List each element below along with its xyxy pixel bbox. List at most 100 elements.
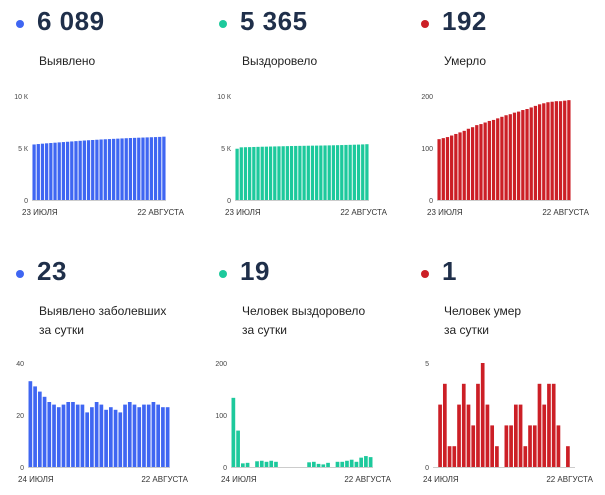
y-tick-label: 5: [425, 361, 429, 368]
bar: [457, 404, 461, 467]
bar: [315, 145, 319, 200]
dot-icon: [16, 20, 24, 28]
bar: [94, 402, 99, 467]
chart-confirmed-cumulative: 0 5 К 10 К 23 ИЮЛЯ 22 АВГУСТА: [14, 94, 184, 217]
bar: [542, 103, 546, 200]
bar: [532, 425, 537, 467]
y-tick-label: 10 К: [14, 94, 29, 101]
bar: [289, 146, 294, 200]
bar: [120, 138, 124, 200]
bar: [161, 407, 165, 467]
y-tick-label: 5 К: [18, 146, 29, 153]
bar: [86, 140, 91, 200]
recovered-total: 5 365: [240, 6, 308, 36]
x-end-label: 22 АВГУСТА: [141, 475, 188, 484]
bar: [70, 141, 74, 200]
bar: [546, 102, 550, 200]
bar: [75, 404, 80, 467]
bar: [47, 402, 52, 467]
x-start-label: 23 ИЮЛЯ: [22, 208, 58, 217]
bar: [243, 147, 248, 200]
bar: [146, 404, 151, 467]
confirmed-total: 6 089: [37, 6, 105, 36]
bar: [277, 146, 281, 200]
x-end-label: 22 АВГУСТА: [344, 475, 391, 484]
bar: [316, 463, 321, 467]
bar: [537, 383, 542, 467]
panel-label: Выявлено заболевших за сутки: [39, 302, 166, 340]
bar: [551, 383, 556, 467]
bar: [137, 137, 141, 200]
y-tick-label: 10 К: [217, 94, 232, 101]
bar: [490, 425, 495, 467]
bar: [361, 144, 365, 200]
y-tick-label: 0: [425, 465, 429, 472]
bar: [483, 122, 487, 200]
bar: [352, 144, 356, 200]
y-tick-label: 0: [20, 465, 24, 472]
bar: [348, 144, 352, 200]
dot-icon: [219, 20, 227, 28]
bar: [496, 118, 500, 200]
label-line-1: Выявлено заболевших: [39, 304, 167, 318]
bar: [356, 144, 361, 200]
bar: [137, 407, 142, 467]
bar: [107, 139, 112, 200]
bar: [95, 139, 99, 200]
bar: [127, 402, 132, 467]
panel-confirmed-daily: 23 Выявлено заболевших за сутки 0 20 40 24 …: [0, 250, 200, 495]
y-tick-label: 200: [421, 94, 433, 101]
bar: [462, 130, 466, 200]
bar: [123, 404, 127, 467]
deaths-total: 192: [442, 6, 487, 36]
recovered-daily-value: 19: [240, 256, 270, 286]
bar: [542, 404, 547, 467]
y-tick-label: 40: [16, 361, 24, 368]
bar: [340, 145, 344, 200]
bar: [85, 412, 90, 467]
bar: [78, 140, 82, 200]
bar: [49, 143, 53, 200]
bar: [485, 404, 490, 467]
bar: [65, 141, 70, 200]
bar: [512, 112, 517, 200]
y-tick-label: 0: [223, 465, 227, 472]
bar: [547, 383, 551, 467]
x-end-label: 22 АВГУСТА: [546, 475, 593, 484]
bar: [28, 381, 33, 467]
y-tick-label: 200: [215, 361, 227, 368]
bar: [124, 138, 128, 200]
bar: [294, 145, 298, 200]
bar: [156, 404, 161, 467]
bar: [521, 110, 525, 200]
bar: [533, 105, 538, 200]
chart-deaths-daily: 0 5 24 ИЮЛЯ 22 АВГУСТА: [423, 361, 594, 484]
bar: [255, 461, 259, 467]
bar: [447, 446, 452, 467]
bar: [563, 100, 567, 200]
bar: [504, 425, 509, 467]
bar: [42, 396, 47, 467]
bar: [480, 363, 485, 467]
chart-recovered-daily: 0 100 200 24 ИЮЛЯ 22 АВГУСТА: [215, 361, 391, 484]
bar: [537, 104, 542, 200]
bar: [319, 145, 323, 200]
bar: [37, 391, 42, 467]
bar: [470, 127, 475, 200]
dot-icon: [421, 20, 429, 28]
bar: [518, 404, 523, 467]
bar: [99, 404, 104, 467]
chart-deaths-cumulative: 0 100 200 23 ИЮЛЯ 22 АВГУСТА: [421, 94, 589, 217]
bar: [529, 107, 533, 200]
bar: [566, 446, 570, 467]
bar: [239, 147, 243, 200]
panel-confirmed: 6 089 Выявлено 0 5 К 10 К 23 ИЮЛЯ 22 АВГУСТА: [0, 0, 200, 245]
bar: [36, 144, 40, 200]
bar: [523, 446, 528, 467]
bar: [445, 137, 450, 200]
panel-label: Выявлено: [39, 52, 95, 71]
bar: [479, 124, 483, 200]
bar: [326, 462, 330, 467]
bar: [71, 402, 75, 467]
bar: [264, 461, 269, 467]
